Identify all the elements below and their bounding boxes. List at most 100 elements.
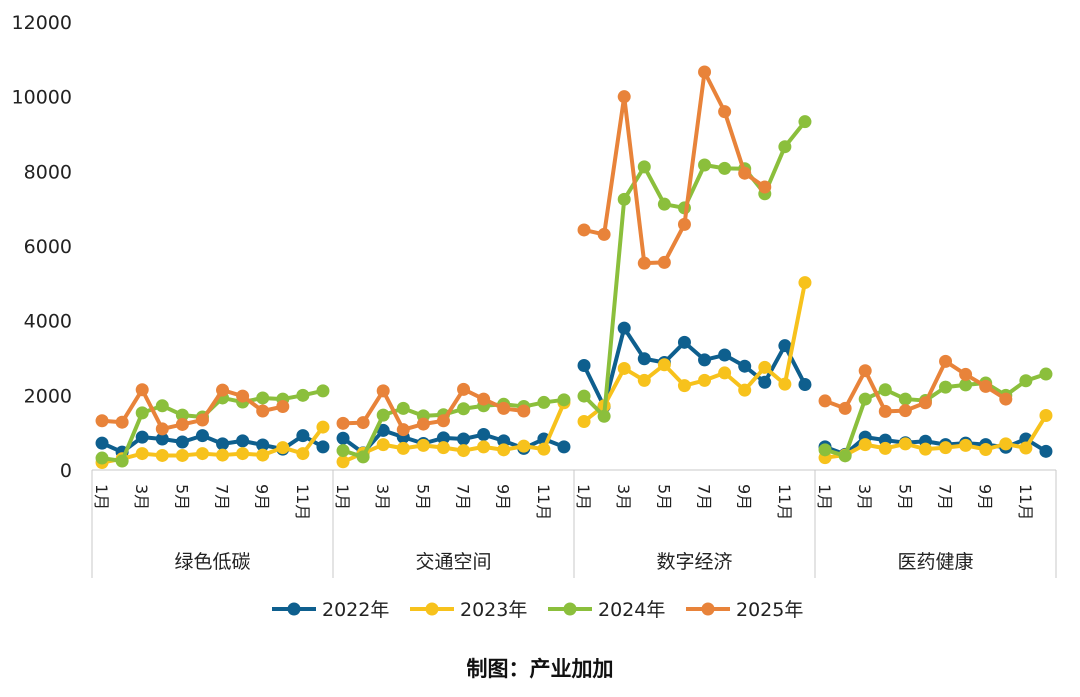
data-point (436, 441, 450, 455)
data-point (537, 395, 551, 409)
data-point (155, 422, 169, 436)
data-point (477, 440, 491, 454)
data-point (718, 105, 732, 119)
data-point (698, 158, 712, 172)
month-tick-label: 9月 (494, 484, 513, 510)
data-point (637, 352, 651, 366)
data-point (497, 401, 511, 415)
data-point (1039, 408, 1053, 422)
data-point (115, 454, 129, 468)
data-point (979, 442, 993, 456)
data-point (898, 437, 912, 451)
data-point (617, 192, 631, 206)
data-point (1019, 441, 1033, 455)
data-point (918, 396, 932, 410)
data-point (738, 383, 752, 397)
data-point (818, 443, 832, 457)
data-point (376, 384, 390, 398)
month-tick-label: 5月 (172, 484, 191, 510)
data-point (296, 447, 310, 461)
data-point (858, 392, 872, 406)
month-tick-label: 3月 (132, 484, 151, 510)
data-point (838, 449, 852, 463)
data-point (256, 391, 270, 405)
data-point (517, 404, 531, 418)
data-point (336, 444, 350, 458)
legend-item: 2022年 (272, 599, 389, 621)
data-point (878, 404, 892, 418)
data-point (537, 442, 551, 456)
axis-layer: 0 2000 4000 6000 8000 10000 12000 1月 3月 5月 7月 9月 11月… (12, 12, 1057, 578)
data-point (577, 389, 591, 403)
data-point (858, 438, 872, 452)
data-point (135, 406, 149, 420)
data-point (758, 360, 772, 374)
series-line (582, 326, 807, 409)
month-tick-label: 1月 (333, 484, 352, 510)
data-point (236, 389, 250, 403)
data-point (296, 429, 310, 443)
month-tick-label: 1月 (815, 484, 834, 510)
data-point (637, 256, 651, 270)
data-point (276, 441, 290, 455)
data-point (657, 255, 671, 269)
month-tick-label: 3月 (855, 484, 874, 510)
data-point (577, 358, 591, 372)
data-point (497, 434, 511, 448)
data-point (798, 378, 812, 392)
data-point (155, 432, 169, 446)
data-point (999, 437, 1013, 451)
data-point (617, 361, 631, 375)
y-tick-label: 10000 (12, 87, 72, 109)
legend-item: 2023年 (410, 599, 527, 621)
data-point (858, 364, 872, 378)
y-tick-label: 2000 (24, 385, 72, 407)
data-point (416, 438, 430, 452)
data-point (1039, 444, 1053, 458)
data-point (878, 441, 892, 455)
data-point (296, 388, 310, 402)
data-point (959, 367, 973, 381)
data-point (557, 393, 571, 407)
data-point (778, 339, 792, 353)
legend: 2022年 2023年 2024年 2025年 (272, 599, 803, 621)
data-point (778, 140, 792, 154)
data-point (939, 380, 953, 394)
data-point (677, 335, 691, 349)
data-point (798, 276, 812, 290)
data-point (155, 448, 169, 462)
data-point (316, 420, 330, 434)
month-tick-label: 5月 (895, 484, 914, 510)
data-point (838, 401, 852, 415)
data-point (698, 373, 712, 387)
series-line (824, 359, 1007, 414)
data-point (436, 431, 450, 445)
data-point (999, 392, 1013, 406)
data-point (115, 415, 129, 429)
data-point (657, 197, 671, 211)
series-layer (95, 65, 1053, 470)
data-point (396, 441, 410, 455)
data-point (738, 359, 752, 373)
legend-swatch-marker (701, 602, 715, 616)
data-point (798, 115, 812, 129)
data-point (939, 354, 953, 368)
data-point (718, 161, 732, 175)
data-point (356, 416, 370, 430)
data-point (216, 448, 230, 462)
data-point (979, 379, 993, 393)
data-point (1019, 374, 1033, 388)
y-tick-label: 4000 (24, 311, 72, 333)
data-point (256, 448, 270, 462)
legend-item: 2025年 (686, 599, 803, 621)
month-tick-label: 7月 (213, 484, 232, 510)
data-point (497, 443, 511, 457)
data-point (356, 450, 370, 464)
data-point (677, 217, 691, 231)
group-label: 数字经济 (656, 551, 732, 573)
data-point (959, 438, 973, 452)
month-tick-label: 5月 (654, 484, 673, 510)
data-point (216, 383, 230, 397)
data-point (477, 428, 491, 442)
